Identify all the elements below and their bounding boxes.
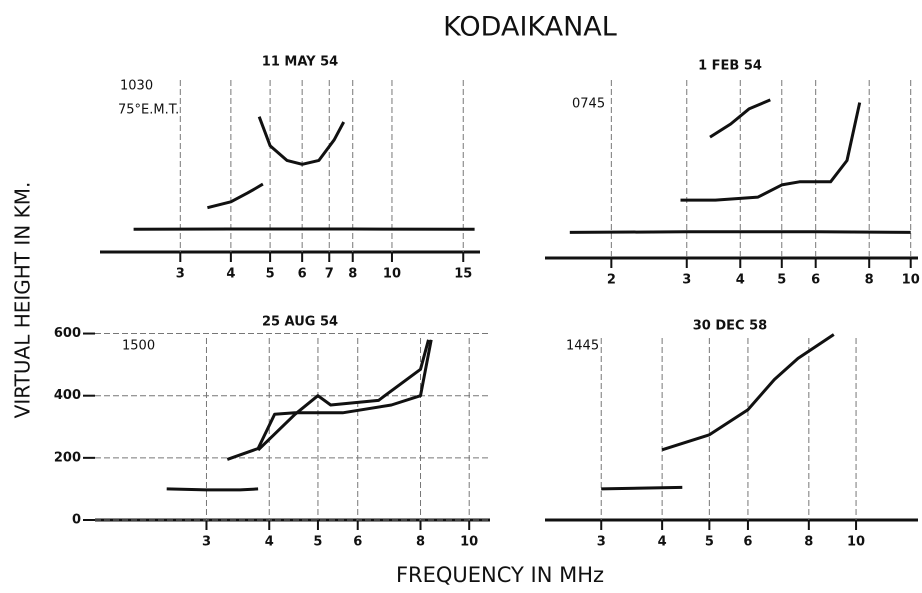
panel-title: 30 DEC 58 — [693, 319, 767, 334]
x-tick-label: 4 — [265, 535, 274, 550]
x-tick-label: 6 — [353, 535, 362, 550]
y-tick-label: 600 — [54, 326, 81, 341]
trace — [709, 98, 771, 139]
x-tick-label: 7 — [325, 267, 334, 282]
x-tick-label: 2 — [607, 273, 616, 288]
x-tick-label: 10 — [383, 267, 401, 282]
x-tick-label: 3 — [597, 535, 606, 550]
time-label: 1445 — [566, 339, 599, 354]
panel-title: 25 AUG 54 — [262, 315, 338, 330]
x-tick-label: 3 — [202, 535, 211, 550]
x-tick-label: 10 — [902, 273, 920, 288]
x-tick-label: 5 — [777, 273, 786, 288]
x-tick-label: 3 — [682, 273, 691, 288]
trace — [257, 116, 346, 166]
x-tick-label: 5 — [313, 535, 322, 550]
x-tick-label: 6 — [743, 535, 752, 550]
trace — [569, 230, 911, 234]
y-tick-label: 400 — [54, 388, 81, 403]
y-tick-label: 200 — [54, 450, 81, 465]
trace — [166, 487, 259, 492]
x-tick-label: 6 — [298, 267, 307, 282]
x-tick-label: 4 — [226, 267, 235, 282]
panel-title: 1 FEB 54 — [698, 59, 762, 74]
time-label: 1500 — [122, 339, 155, 354]
time-label: 0745 — [572, 97, 605, 112]
trace — [207, 182, 264, 210]
x-tick-label: 8 — [804, 535, 813, 550]
trace — [601, 485, 683, 491]
y-tick-label: 0 — [72, 513, 81, 528]
x-tick-label: 3 — [176, 267, 185, 282]
x-tick-label: 6 — [811, 273, 820, 288]
trace — [680, 102, 862, 202]
x-tick-label: 5 — [266, 267, 275, 282]
trace — [226, 339, 433, 461]
panel-title: 11 MAY 54 — [262, 55, 338, 70]
x-axis-label: FREQUENCY IN MHz — [396, 563, 604, 587]
x-tick-label: 15 — [454, 267, 472, 282]
x-tick-label: 10 — [847, 535, 865, 550]
x-tick-label: 8 — [348, 267, 357, 282]
trace — [661, 333, 835, 452]
x-tick-label: 8 — [865, 273, 874, 288]
time-label: 75°E.M.T. — [118, 103, 179, 118]
trace — [257, 339, 430, 452]
time-label: 1030 — [120, 79, 153, 94]
x-tick-label: 8 — [416, 535, 425, 550]
figure-title: KODAIKANAL — [443, 12, 617, 43]
x-tick-label: 4 — [736, 273, 745, 288]
x-tick-label: 5 — [705, 535, 714, 550]
x-tick-label: 4 — [658, 535, 667, 550]
y-axis-label: VIRTUAL HEIGHT IN KM. — [11, 182, 35, 419]
x-tick-label: 10 — [460, 535, 478, 550]
